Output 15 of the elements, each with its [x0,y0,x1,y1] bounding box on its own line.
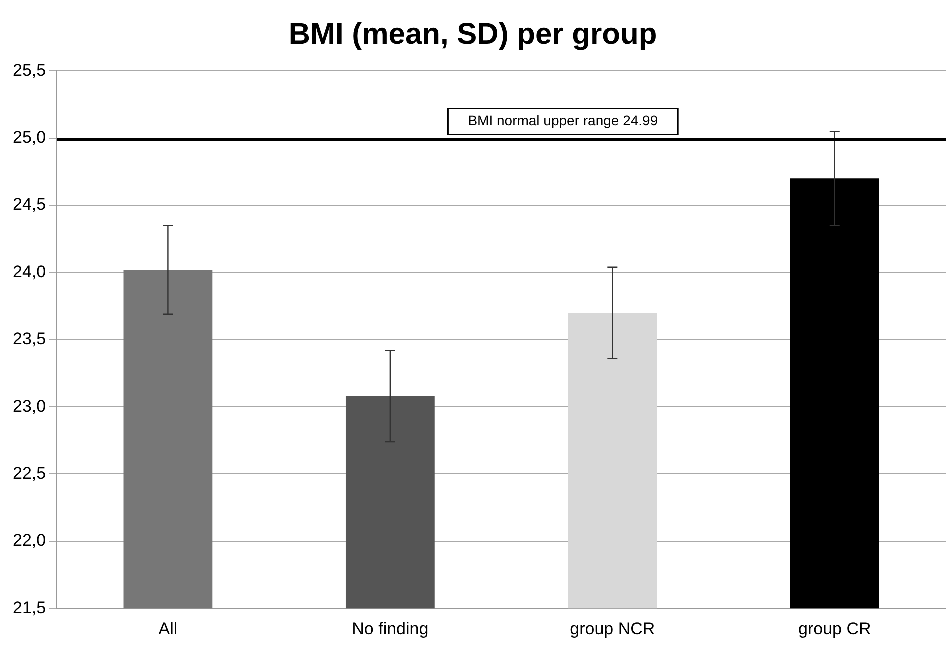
y-tick-label: 23,0 [12,396,46,416]
y-tick-label: 21,5 [12,598,46,618]
y-tick-label: 25,5 [12,60,46,80]
y-tick-label: 24,0 [12,262,46,282]
x-tick-label: No finding [352,619,429,638]
ref-line-label: BMI normal upper range 24.99 [468,112,658,129]
y-tick-label: 25,0 [12,128,46,148]
x-tick-label: group NCR [570,619,656,638]
chart-title: BMI (mean, SD) per group [288,18,658,52]
y-tick-label: 24,5 [12,195,46,214]
y-tick-label: 22,0 [12,531,46,550]
x-tick-label: All [158,619,178,638]
y-tick-label: 23,5 [12,330,46,349]
y-tick-label: 22,5 [12,464,46,483]
x-tick-label: group CR [798,619,872,638]
